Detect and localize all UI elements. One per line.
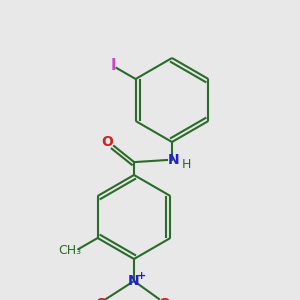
Text: N: N	[168, 153, 180, 167]
Text: −: −	[168, 297, 180, 300]
Text: N: N	[128, 274, 140, 288]
Text: O: O	[101, 135, 113, 149]
Text: I: I	[110, 58, 116, 74]
Text: +: +	[136, 271, 146, 281]
Text: H: H	[181, 158, 191, 170]
Text: O: O	[158, 297, 170, 300]
Text: O: O	[95, 297, 107, 300]
Text: CH₃: CH₃	[58, 244, 82, 257]
